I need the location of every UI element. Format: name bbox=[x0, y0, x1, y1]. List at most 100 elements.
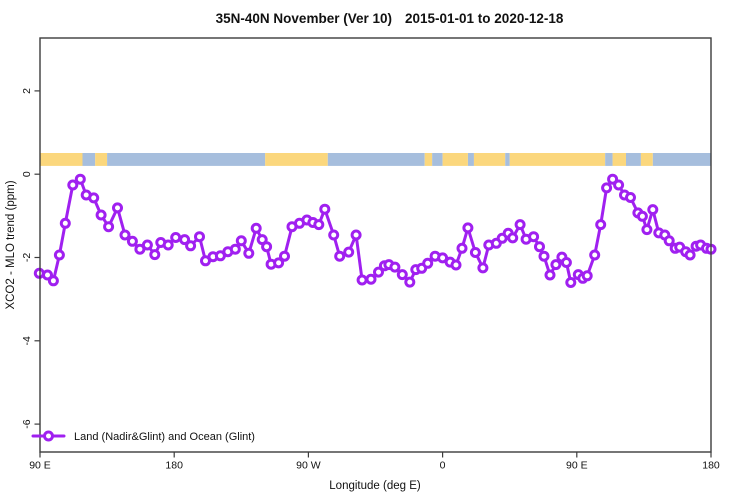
x-tick-label: 180 bbox=[702, 460, 720, 472]
data-point bbox=[456, 242, 468, 254]
data-point bbox=[149, 249, 161, 261]
data-point bbox=[528, 231, 540, 243]
data-point bbox=[450, 259, 462, 271]
data-line bbox=[37, 177, 713, 284]
coverage-band-segment-ocean bbox=[107, 153, 266, 166]
data-series bbox=[33, 173, 717, 288]
data-point bbox=[422, 257, 434, 269]
legend-circle-marker-icon bbox=[43, 430, 54, 442]
data-point bbox=[636, 210, 648, 222]
data-point bbox=[469, 247, 481, 258]
data-point bbox=[514, 219, 526, 231]
coverage-band-segment-ocean bbox=[82, 153, 96, 166]
coverage-band-segment-land bbox=[442, 153, 468, 166]
x-tick-label: 180 bbox=[165, 460, 183, 472]
x-tick-label: 90 E bbox=[29, 460, 51, 472]
data-point bbox=[663, 235, 675, 247]
data-point bbox=[462, 222, 474, 234]
data-point bbox=[179, 234, 191, 246]
axes: 90 E 180 90 W 0 90 E 180 2 0 -2 -4 -6 bbox=[21, 88, 720, 472]
coverage-band-segment-land bbox=[424, 153, 433, 166]
data-point bbox=[313, 219, 325, 231]
data-point bbox=[507, 232, 519, 244]
x-tick-label: 90 W bbox=[296, 460, 321, 472]
data-point bbox=[565, 277, 577, 288]
data-point bbox=[47, 275, 59, 287]
x-tick-label: 90 E bbox=[566, 460, 588, 472]
coverage-band-segment-land bbox=[640, 153, 653, 166]
coverage-band-segment-land bbox=[265, 153, 328, 166]
data-point bbox=[356, 274, 368, 286]
plot-border bbox=[39, 37, 712, 453]
data-point bbox=[328, 229, 340, 241]
data-point bbox=[243, 247, 255, 259]
x-tick-label: 0 bbox=[440, 460, 446, 472]
data-point bbox=[126, 235, 138, 247]
data-point bbox=[59, 217, 71, 229]
data-point bbox=[162, 239, 174, 251]
coverage-band-segment-ocean bbox=[467, 153, 474, 166]
data-point bbox=[273, 257, 285, 269]
coverage-band-segment-land bbox=[509, 153, 606, 166]
y-tick-label: 0 bbox=[21, 171, 33, 177]
data-point bbox=[641, 224, 653, 236]
coverage-band-segment-ocean bbox=[505, 153, 510, 166]
coverage-band-segment-land bbox=[40, 153, 83, 166]
data-point bbox=[343, 246, 355, 258]
data-point bbox=[334, 250, 346, 262]
coverage-band-segment-ocean bbox=[652, 153, 712, 166]
data-point bbox=[95, 209, 107, 221]
data-point bbox=[88, 192, 100, 204]
data-point bbox=[279, 250, 290, 262]
data-point bbox=[74, 173, 86, 185]
data-point bbox=[53, 249, 65, 261]
data-point bbox=[607, 173, 619, 185]
data-point bbox=[389, 261, 401, 273]
legend-label: Land (Nadir&Glint) and Ocean (Glint) bbox=[74, 431, 255, 443]
data-point bbox=[534, 241, 545, 253]
data-point bbox=[185, 240, 197, 252]
data-point bbox=[550, 259, 562, 271]
coverage-band-segment-ocean bbox=[626, 153, 641, 166]
data-point bbox=[141, 239, 153, 251]
y-tick-label: -6 bbox=[21, 419, 33, 428]
data-point bbox=[396, 269, 408, 281]
coverage-band-segment-ocean bbox=[327, 153, 425, 166]
data-point bbox=[365, 273, 377, 285]
y-tick-label: 2 bbox=[21, 88, 33, 94]
data-point bbox=[67, 179, 79, 191]
data-point bbox=[261, 241, 273, 253]
data-point bbox=[544, 269, 556, 281]
data-point bbox=[595, 219, 607, 231]
data-point bbox=[601, 182, 613, 194]
data-point bbox=[625, 192, 636, 203]
data-point bbox=[560, 257, 572, 268]
data-point bbox=[589, 249, 601, 261]
coverage-band-segment-ocean bbox=[432, 153, 443, 166]
chart-title-dates: 2015-01-01 to 2020-12-18 bbox=[405, 11, 564, 26]
data-point bbox=[319, 203, 331, 215]
coverage-band bbox=[40, 153, 712, 166]
coverage-band-segment-land bbox=[473, 153, 506, 166]
data-point bbox=[229, 243, 241, 255]
data-point bbox=[235, 235, 247, 247]
data-point bbox=[684, 249, 696, 261]
coverage-band-segment-land bbox=[612, 153, 626, 166]
data-point bbox=[581, 270, 593, 282]
coverage-band-segment-land bbox=[95, 153, 108, 166]
legend: Land (Nadir&Glint) and Ocean (Glint) bbox=[31, 430, 255, 443]
data-point bbox=[170, 232, 182, 243]
coverage-band-segment-ocean bbox=[605, 153, 613, 166]
data-point bbox=[194, 231, 205, 243]
data-point bbox=[373, 266, 384, 278]
data-point bbox=[613, 179, 625, 191]
data-point bbox=[350, 229, 362, 241]
y-axis-title: XCO2 - MLO trend (ppm) bbox=[5, 180, 17, 309]
y-tick-label: -2 bbox=[21, 253, 33, 262]
data-point bbox=[112, 202, 123, 214]
x-axis-title: Longitude (deg E) bbox=[329, 480, 421, 492]
data-point bbox=[477, 262, 489, 274]
data-point bbox=[250, 222, 262, 234]
chart-title-main: 35N-40N November (Ver 10) bbox=[216, 11, 392, 26]
